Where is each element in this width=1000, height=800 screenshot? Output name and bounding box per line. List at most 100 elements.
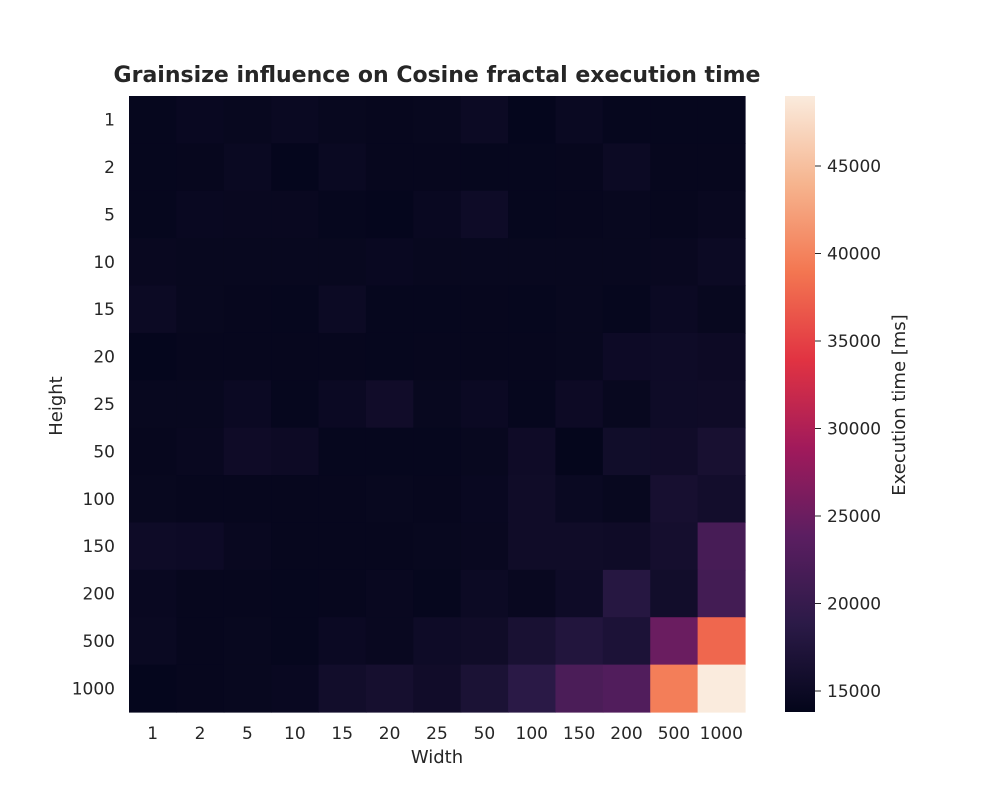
heatmap-cell xyxy=(650,522,699,571)
y-tick-label: 2 xyxy=(104,158,115,178)
heatmap-cell xyxy=(697,143,746,192)
heatmap-cell xyxy=(508,475,557,524)
colorbar-tick-label: 15000 xyxy=(827,682,881,702)
heatmap-cell xyxy=(460,475,509,524)
heatmap-cell xyxy=(650,96,699,144)
heatmap-cell xyxy=(129,238,177,287)
heatmap-cell xyxy=(176,238,225,287)
heatmap-cell xyxy=(223,332,272,381)
heatmap-cell xyxy=(555,238,604,287)
heatmap-cell xyxy=(413,96,462,144)
heatmap-cell xyxy=(129,569,177,618)
heatmap-cell xyxy=(176,143,225,192)
colorbar-tick-label: 30000 xyxy=(827,420,881,440)
y-tick-label: 100 xyxy=(83,490,115,510)
heatmap-cell xyxy=(697,664,746,713)
heatmap-cell xyxy=(129,522,177,571)
heatmap-cell xyxy=(318,475,367,524)
heatmap-cell xyxy=(129,96,177,144)
heatmap-cell xyxy=(318,285,367,334)
heatmap-cell xyxy=(223,664,272,713)
heatmap-cell xyxy=(650,238,699,287)
heatmap-cell xyxy=(602,380,651,429)
heatmap-cell xyxy=(650,569,699,618)
heatmap-cell xyxy=(602,569,651,618)
heatmap-cell xyxy=(602,522,651,571)
heatmap-cell xyxy=(271,143,320,192)
heatmap-cell xyxy=(697,190,746,239)
colorbar-tick-label: 20000 xyxy=(827,595,881,615)
heatmap-cell xyxy=(223,143,272,192)
heatmap-cell xyxy=(176,569,225,618)
colorbar-tick-label: 25000 xyxy=(827,507,881,527)
heatmap-cell xyxy=(602,664,651,713)
y-tick-label: 25 xyxy=(93,395,115,415)
heatmap-cell xyxy=(129,190,177,239)
y-tick-label: 500 xyxy=(83,632,115,652)
heatmap-cell xyxy=(460,285,509,334)
heatmap-cell xyxy=(413,617,462,666)
x-axis-label: Width xyxy=(411,747,463,768)
x-tick-label: 50 xyxy=(474,724,496,744)
heatmap-cell xyxy=(555,475,604,524)
y-tick-label: 1000 xyxy=(72,679,115,699)
heatmap-cell xyxy=(697,96,746,144)
heatmap-cell xyxy=(271,332,320,381)
heatmap-cell xyxy=(460,522,509,571)
x-tick-label: 20 xyxy=(379,724,401,744)
heatmap-cell xyxy=(460,380,509,429)
heatmap-cell xyxy=(318,332,367,381)
heatmap-cell xyxy=(129,664,177,713)
heatmap-cell xyxy=(697,427,746,476)
y-tick-label: 1 xyxy=(104,111,115,131)
heatmap-cell xyxy=(602,475,651,524)
y-axis-label: Height xyxy=(46,376,67,436)
heatmap-cell xyxy=(460,96,509,144)
heatmap-cell xyxy=(460,617,509,666)
heatmap-cell xyxy=(555,427,604,476)
heatmap-cell xyxy=(129,143,177,192)
heatmap-cell xyxy=(271,522,320,571)
heatmap-cell xyxy=(508,190,557,239)
heatmap-cell xyxy=(176,190,225,239)
heatmap-cell xyxy=(650,380,699,429)
x-tick-label: 200 xyxy=(610,724,642,744)
heatmap-cell xyxy=(602,190,651,239)
heatmap-cell xyxy=(697,332,746,381)
heatmap-cell xyxy=(318,427,367,476)
x-tick-label: 1 xyxy=(147,724,158,744)
chart-title: Grainsize influence on Cosine fractal ex… xyxy=(114,63,761,88)
heatmap-cell xyxy=(602,143,651,192)
heatmap-cell xyxy=(602,332,651,381)
colorbar-tick-label: 35000 xyxy=(827,332,881,352)
y-tick-label: 150 xyxy=(83,537,115,557)
heatmap-cell xyxy=(318,238,367,287)
heatmap-cell xyxy=(413,569,462,618)
heatmap-cell xyxy=(602,617,651,666)
heatmap-cell xyxy=(365,190,414,239)
heatmap-cell xyxy=(365,475,414,524)
heatmap-cell xyxy=(129,617,177,666)
heatmap-cell xyxy=(602,238,651,287)
y-tick-label: 15 xyxy=(93,300,115,320)
heatmap-cell xyxy=(271,285,320,334)
heatmap-cell xyxy=(223,522,272,571)
heatmap-cell xyxy=(271,427,320,476)
heatmap-cell xyxy=(555,617,604,666)
heatmap-cell xyxy=(129,380,177,429)
x-tick-label: 10 xyxy=(284,724,306,744)
heatmap-cell xyxy=(650,190,699,239)
heatmap-cell xyxy=(318,380,367,429)
heatmap-cell xyxy=(365,238,414,287)
heatmap-cell xyxy=(413,190,462,239)
heatmap-cell xyxy=(413,143,462,192)
heatmap-cell xyxy=(129,332,177,381)
heatmap-cell xyxy=(555,522,604,571)
heatmap-cell xyxy=(697,380,746,429)
heatmap-cell xyxy=(271,380,320,429)
x-tick-label: 500 xyxy=(658,724,690,744)
heatmap-cell xyxy=(318,664,367,713)
heatmap-cell xyxy=(697,285,746,334)
